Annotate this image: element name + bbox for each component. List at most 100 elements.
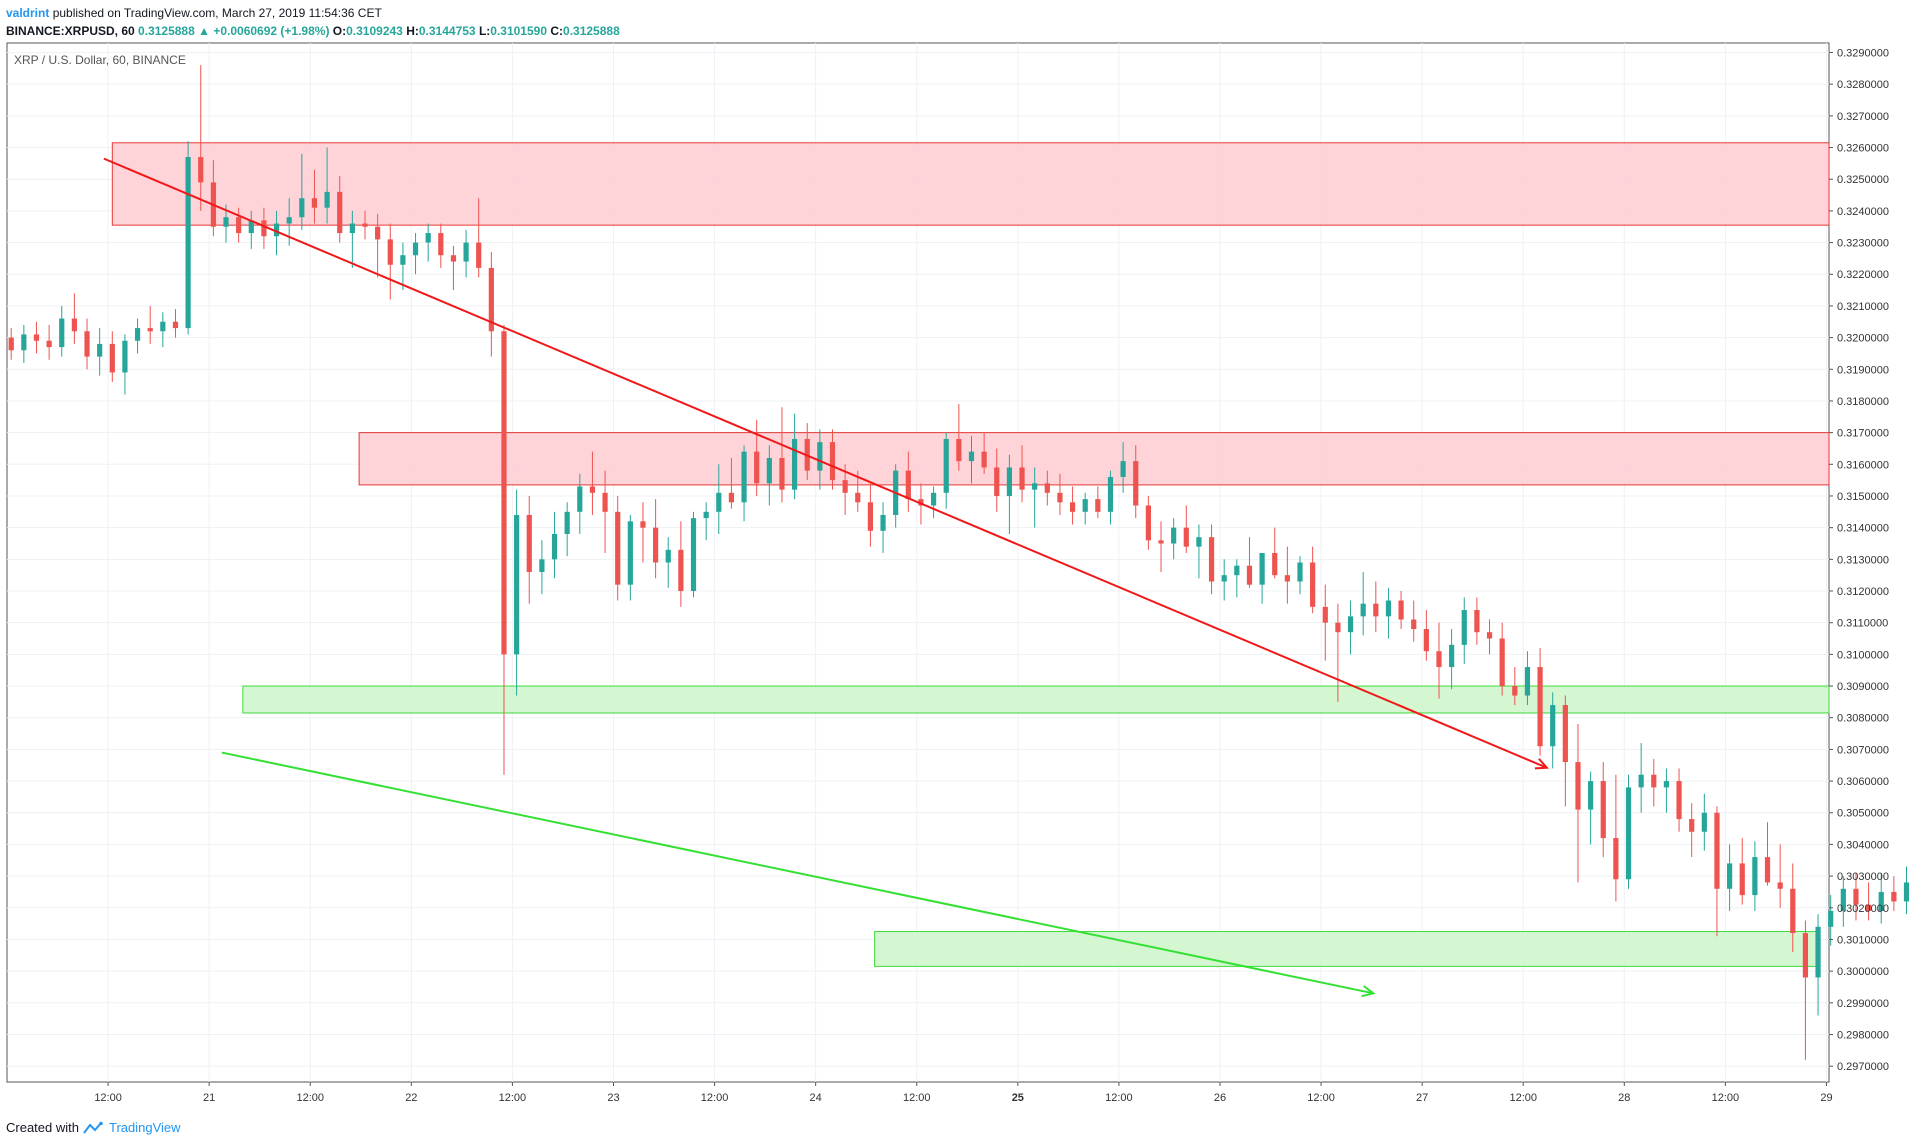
candle-body	[1183, 527, 1189, 547]
tradingview-logo-icon	[83, 1121, 103, 1134]
price-change: ▲ +0.0060692 (+1.98%)	[198, 24, 330, 38]
time-tick-label: 26	[1214, 1092, 1226, 1104]
published-text: published on TradingView.com, March 27, …	[52, 6, 382, 20]
candle-body	[1638, 774, 1644, 788]
candle-body	[1853, 888, 1859, 905]
price-axis[interactable]: 0.3290000 0.3280000 0.3270000 0.3260000 0.32…	[1829, 48, 1889, 1074]
resistance-arrowhead	[1534, 758, 1549, 770]
last-price: 0.3125888	[138, 24, 195, 38]
candle-body	[147, 328, 153, 332]
candle-body	[1625, 787, 1632, 880]
candle-body	[1663, 781, 1670, 788]
price-tick-label: 0.3290000	[1837, 48, 1889, 60]
candle-body	[1524, 667, 1531, 696]
candle-body	[1158, 540, 1164, 544]
time-axis[interactable]: 12:00 21 12:00 22 12:00 23 12:00 24 12:00 25 12:00…	[94, 1082, 1833, 1104]
candle-body	[842, 480, 848, 493]
author-link[interactable]: valdrint	[6, 6, 50, 20]
candle-body	[1082, 499, 1088, 512]
price-tick-label: 0.3250000	[1837, 174, 1889, 186]
candle-body	[514, 514, 520, 655]
symbol-label: BINANCE:XRPUSD, 60	[6, 24, 135, 38]
time-tick-label: 12:00	[1509, 1092, 1537, 1104]
candle-body	[1802, 933, 1809, 978]
candle-body	[1588, 781, 1594, 810]
candle-body	[1499, 638, 1505, 687]
chart-title: XRP / U.S. Dollar, 60, BINANCE	[14, 53, 186, 67]
low-label: L:	[478, 24, 491, 38]
candle-body	[1676, 781, 1682, 820]
time-tick-label: 28	[1618, 1092, 1630, 1104]
time-tick-label: 12:00	[903, 1092, 931, 1104]
price-tick-label: 0.3200000	[1837, 333, 1889, 345]
candle-body	[450, 255, 457, 262]
price-tick-label: 0.3180000	[1837, 396, 1889, 408]
candle-body	[8, 337, 14, 351]
candle-body	[779, 457, 785, 490]
created-with-label: Created with	[6, 1120, 79, 1135]
candle-body	[286, 217, 292, 224]
candle-body	[273, 223, 280, 237]
candle-body	[185, 157, 191, 329]
price-tick-label: 0.3030000	[1837, 871, 1889, 883]
candle-body	[1752, 857, 1758, 896]
candle-body	[1613, 838, 1619, 880]
time-tick-label: 29	[1820, 1092, 1832, 1104]
price-tick-label: 0.3080000	[1837, 713, 1889, 725]
candle-body	[1057, 492, 1063, 503]
candle-body	[690, 518, 697, 592]
resistance-trendline	[103, 157, 1548, 769]
candle-body	[387, 239, 393, 265]
candle-body	[261, 220, 267, 237]
candle-body	[46, 340, 52, 348]
candle-body	[994, 467, 1000, 496]
candle-body	[1284, 575, 1290, 582]
candle-body	[627, 521, 633, 585]
candle-body	[615, 511, 621, 585]
candle-body	[21, 334, 27, 351]
candle-body	[1828, 910, 1834, 927]
candle-body	[337, 191, 343, 234]
footer: Created with TradingView	[6, 1120, 181, 1135]
candle-body	[829, 442, 836, 481]
candle-body	[1069, 502, 1076, 512]
candle-body	[375, 226, 381, 240]
candles	[8, 65, 1909, 1060]
candle-body	[1777, 882, 1783, 889]
candle-body	[640, 521, 646, 528]
candle-body	[1120, 461, 1126, 477]
price-tick-label: 0.3190000	[1837, 364, 1889, 376]
candle-body	[400, 255, 406, 265]
candle-body	[1537, 667, 1543, 747]
time-tick-label: 12:00	[1712, 1092, 1740, 1104]
price-tick-label: 0.2990000	[1837, 998, 1889, 1010]
support-trendline	[221, 751, 1374, 995]
candle-body	[791, 438, 798, 490]
candle-body	[1171, 527, 1177, 544]
price-tick-label: 0.3140000	[1837, 523, 1889, 535]
price-tick-label: 0.3150000	[1837, 491, 1889, 503]
candle-body	[1840, 888, 1846, 911]
candle-body	[1272, 552, 1278, 576]
zones	[111, 142, 1830, 967]
price-tick-label: 0.3220000	[1837, 269, 1889, 281]
candle-body	[59, 318, 65, 348]
candle-body	[1385, 600, 1392, 617]
high-value: 0.3144753	[418, 24, 476, 38]
candle-body	[349, 223, 355, 234]
candle-body	[1006, 467, 1012, 496]
close-label: C:	[550, 24, 564, 38]
candle-body	[1575, 762, 1581, 810]
candle-body	[1903, 882, 1909, 902]
candle-body	[324, 191, 330, 208]
price-tick-label: 0.3010000	[1837, 934, 1889, 946]
candle-body	[564, 511, 570, 534]
tradingview-brand[interactable]: TradingView	[108, 1120, 181, 1135]
candle-body	[425, 233, 431, 243]
candle-body	[905, 470, 911, 500]
candle-body	[551, 533, 558, 560]
candle-body	[1196, 537, 1202, 547]
candle-body	[1310, 562, 1316, 607]
support-zone	[242, 685, 1830, 714]
